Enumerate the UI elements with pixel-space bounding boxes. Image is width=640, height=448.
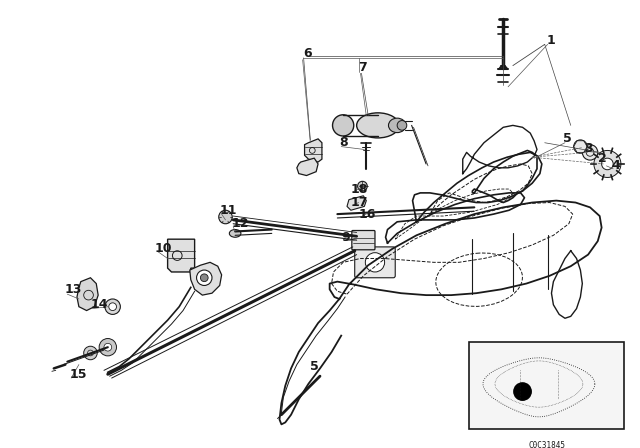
Circle shape [219,210,232,224]
Circle shape [99,339,116,356]
Circle shape [365,253,385,272]
FancyBboxPatch shape [355,247,396,278]
Text: 6: 6 [303,47,312,60]
Ellipse shape [397,121,407,130]
FancyBboxPatch shape [352,231,375,250]
Circle shape [84,346,97,360]
Circle shape [105,299,120,314]
Text: 15: 15 [69,368,87,381]
Circle shape [573,140,587,153]
Text: 10: 10 [154,242,172,255]
Circle shape [109,303,116,310]
Text: 5: 5 [310,360,319,373]
Text: 11: 11 [220,204,237,217]
Text: 16: 16 [358,207,376,220]
Polygon shape [77,278,98,310]
Ellipse shape [356,113,399,138]
Circle shape [602,158,613,170]
Polygon shape [347,196,366,210]
Ellipse shape [229,229,241,237]
Text: 7: 7 [358,61,367,74]
Polygon shape [305,139,322,162]
Circle shape [514,383,531,400]
Circle shape [196,270,212,285]
Text: 18: 18 [351,182,368,195]
Polygon shape [594,151,621,177]
Text: 2: 2 [598,152,607,165]
Circle shape [358,181,367,191]
Circle shape [200,274,208,282]
Text: 4: 4 [611,159,620,172]
Text: 17: 17 [351,196,369,209]
Polygon shape [297,158,318,176]
Polygon shape [168,239,195,272]
Polygon shape [190,263,221,295]
Text: 3: 3 [584,142,593,155]
Text: 14: 14 [90,298,108,311]
Bar [470,342,624,429]
Text: 9: 9 [341,231,350,244]
Circle shape [104,343,112,351]
Text: 13: 13 [65,283,82,296]
Ellipse shape [388,118,406,133]
Text: 12: 12 [231,217,249,230]
Circle shape [582,145,598,160]
Text: 5: 5 [563,132,572,146]
Ellipse shape [333,115,354,136]
Text: 1: 1 [547,34,556,47]
Text: C0C31845: C0C31845 [528,441,565,448]
Text: 8: 8 [339,136,348,149]
